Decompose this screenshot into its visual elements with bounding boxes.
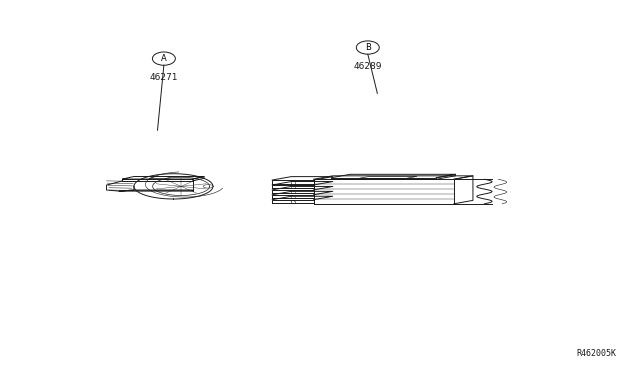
Text: 46271: 46271	[150, 73, 178, 81]
Text: B: B	[365, 43, 371, 52]
Text: 46289: 46289	[353, 61, 382, 71]
Text: A: A	[161, 54, 167, 63]
Text: R462005K: R462005K	[576, 349, 616, 358]
